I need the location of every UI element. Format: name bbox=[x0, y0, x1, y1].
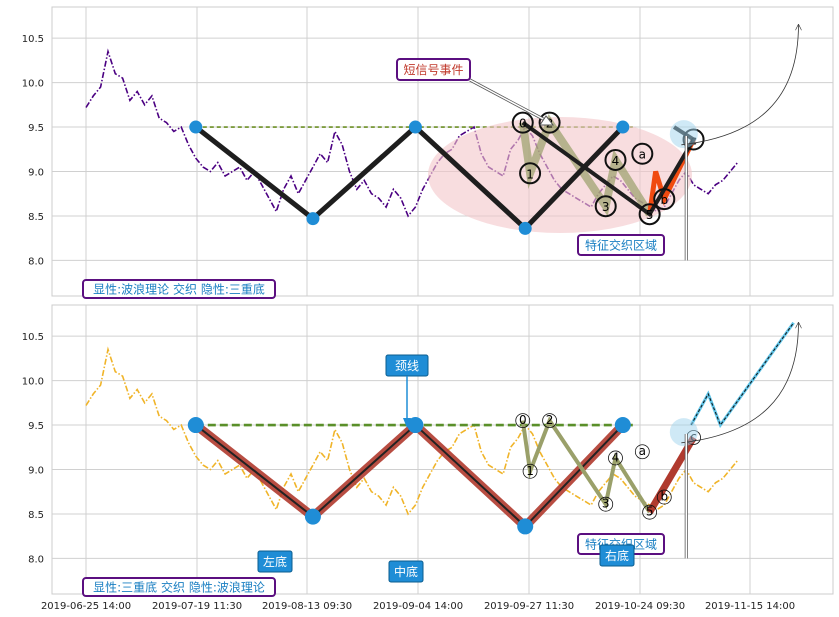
bottom-wave-marker bbox=[542, 413, 557, 429]
bottom-wave-label: 0 bbox=[519, 413, 527, 427]
top-y-tick-label: 10.5 bbox=[22, 34, 44, 45]
x-tick-label: 2019-09-04 14:00 bbox=[373, 601, 463, 612]
middle-bottom-label-box bbox=[388, 560, 424, 583]
x-tick-label: 2019-09-27 11:30 bbox=[484, 601, 574, 612]
bottom-pattern-point bbox=[407, 417, 424, 434]
x-tick-label: 2019-08-13 09:30 bbox=[262, 601, 352, 612]
top-wave-marker bbox=[519, 162, 542, 185]
top-wave-marker bbox=[538, 111, 561, 134]
top-pattern-point bbox=[189, 120, 203, 134]
top-wave-marker bbox=[653, 188, 676, 211]
top-wave-label: 0 bbox=[519, 117, 527, 131]
bottom-panel: 8.08.59.09.510.010.5 012345abc特征交织区域显性:三… bbox=[22, 304, 834, 597]
bottom-wave-label: b bbox=[660, 490, 668, 504]
middle-bottom-label: 中底 bbox=[394, 564, 418, 579]
bottom-highlight-glow bbox=[669, 418, 698, 447]
projection-line bbox=[690, 322, 795, 427]
bottom-wave-marker bbox=[598, 496, 614, 512]
x-tick-label: 2019-07-19 11:30 bbox=[152, 601, 242, 612]
neckline-label: 颈线 bbox=[395, 359, 419, 373]
bottom-wave-label: 2 bbox=[546, 413, 554, 427]
top-highlight-glow bbox=[669, 120, 698, 149]
top-y-tick-label: 9.0 bbox=[28, 168, 44, 179]
bottom-pattern-point bbox=[614, 417, 631, 434]
top-feature-zone-label: 特征交织区域 bbox=[585, 238, 657, 253]
top-wave-marker bbox=[604, 148, 627, 171]
neckline-pointer-head bbox=[403, 418, 411, 428]
bottom-wave-label: 4 bbox=[612, 450, 620, 464]
short-signal-arrow-inner bbox=[469, 79, 546, 121]
top-wave-marker bbox=[638, 203, 661, 226]
wave-band bbox=[520, 416, 652, 514]
top-wave-label: 5 bbox=[646, 208, 654, 222]
right-bottom-label: 右底 bbox=[605, 548, 629, 563]
bottom-wave-label: 3 bbox=[602, 497, 610, 511]
top-price-series bbox=[85, 48, 739, 218]
top-y-tick-label: 10.0 bbox=[22, 79, 44, 90]
top-pattern-point bbox=[408, 120, 422, 134]
bottom-wave-label: a bbox=[639, 444, 646, 458]
top-price-line bbox=[85, 48, 739, 218]
top-y-tick-label: 9.5 bbox=[28, 123, 44, 134]
top-pattern-point bbox=[306, 212, 320, 226]
top-wave-label: b bbox=[660, 193, 668, 207]
top-pattern-point bbox=[518, 221, 532, 235]
x-tick-label: 2019-11-15 14:00 bbox=[705, 601, 795, 612]
bottom-wave-marker bbox=[642, 504, 658, 520]
bottom-y-tick-label: 8.0 bbox=[28, 554, 44, 565]
top-y-tick-label: 8.0 bbox=[28, 256, 44, 267]
bottom-pattern-point bbox=[517, 518, 534, 535]
bottom-mode-label: 显性:三重底 交织 隐性:波浪理论 bbox=[93, 580, 265, 595]
top-wave-marker bbox=[511, 111, 534, 134]
bottom-y-tick-label: 10.0 bbox=[22, 377, 44, 388]
bottom-mode-label-box bbox=[82, 577, 276, 597]
right-bottom-label-box bbox=[599, 544, 635, 567]
left-bottom-label-box bbox=[257, 550, 293, 573]
top-pattern-point bbox=[616, 120, 630, 134]
top-wave-label: 1 bbox=[526, 167, 534, 181]
feature-zone-ellipse bbox=[428, 117, 692, 233]
bottom-y-tick-label: 8.5 bbox=[28, 510, 44, 521]
top-mode-label-box bbox=[82, 279, 276, 299]
bottom-y-ticks: 8.0 8.5 9.0 9.5 10.0 10.5 bbox=[22, 332, 44, 565]
bottom-wave-marker bbox=[634, 444, 650, 460]
top-mode-label: 显性:波浪理论 交织 隐性:三重底 bbox=[93, 282, 265, 297]
bottom-y-tick-label: 10.5 bbox=[22, 332, 44, 343]
top-panel: 8.08.59.09.510.010.5 012345abc特征交织区域显性:波… bbox=[22, 6, 834, 299]
top-wave-label: 3 bbox=[602, 200, 610, 214]
bottom-wave-label: 1 bbox=[526, 464, 534, 478]
top-y-tick-label: 8.5 bbox=[28, 212, 44, 223]
x-tick-label: 2019-10-24 09:30 bbox=[595, 601, 685, 612]
bottom-wave-marker bbox=[515, 413, 531, 429]
top-wave-marker bbox=[631, 142, 654, 165]
bottom-y-tick-label: 9.0 bbox=[28, 466, 44, 477]
wave-correction bbox=[647, 138, 696, 215]
top-grid bbox=[52, 7, 833, 296]
short-signal-arrowhead bbox=[539, 115, 555, 126]
bottom-forecast-arrow bbox=[681, 323, 798, 444]
top-feature-zone-label-box bbox=[577, 234, 665, 256]
top-wave-marker bbox=[594, 195, 617, 218]
short-signal-label-box bbox=[396, 58, 471, 81]
left-bottom-label: 左底 bbox=[263, 554, 287, 569]
x-tick-label: 2019-06-25 14:00 bbox=[41, 601, 131, 612]
bottom-y-tick-label: 9.5 bbox=[28, 421, 44, 432]
bottom-pattern-point bbox=[304, 508, 321, 525]
bottom-wave-marker bbox=[608, 450, 623, 466]
x-tick-labels: 2019-06-25 14:00 2019-07-19 11:30 2019-08-… bbox=[41, 601, 795, 612]
top-forecast-arrow bbox=[681, 25, 798, 146]
bottom-wave-marker bbox=[656, 489, 672, 505]
bottom-wave-marker bbox=[522, 463, 538, 479]
bottom-wave-label: 5 bbox=[646, 505, 654, 519]
top-y-ticks: 8.0 8.5 9.0 9.5 10.0 10.5 bbox=[22, 34, 44, 267]
top-wave-label: 4 bbox=[612, 154, 620, 168]
top-wave-label: a bbox=[639, 148, 646, 162]
short-signal-label: 短信号事件 bbox=[403, 63, 463, 77]
bottom-price-line bbox=[85, 346, 739, 516]
bottom-price-series bbox=[85, 346, 739, 516]
bottom-pattern-point bbox=[187, 417, 204, 434]
